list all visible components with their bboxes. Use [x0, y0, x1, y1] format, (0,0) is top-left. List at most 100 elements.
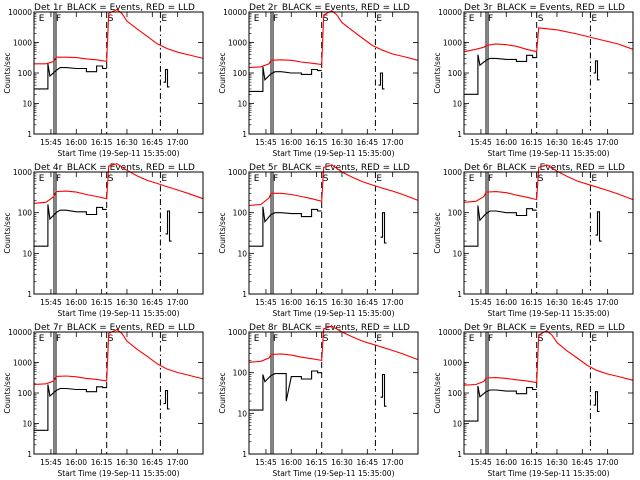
y-axis-label: Counts/sec	[433, 212, 442, 253]
x-tick-label: 16:45	[571, 298, 593, 307]
y-tick-label: 1000	[228, 168, 247, 177]
y-tick-label: 1	[457, 450, 462, 459]
y-tick-label: 10000	[8, 8, 32, 17]
event-marker-label: F	[56, 174, 61, 184]
event-marker-label: E	[161, 174, 167, 184]
y-tick-label: 1	[27, 290, 32, 299]
y-tick-label: 10	[237, 249, 247, 258]
x-tick-label: 17:00	[382, 138, 404, 147]
event-marker-label: S	[538, 334, 544, 344]
events-series-line	[34, 384, 107, 431]
y-tick-label: 1000	[13, 39, 32, 48]
x-tick-label: 16:45	[141, 458, 163, 467]
x-tick-label: 16:30	[331, 138, 353, 147]
detector-panel: Det 1r_BLACK = Events, RED = LLD Counts/s…	[3, 3, 204, 158]
y-tick-label: 100	[18, 209, 33, 218]
x-tick-label: 17:00	[167, 138, 189, 147]
event-marker-label: E	[591, 14, 597, 24]
y-tick-label: 1000	[13, 359, 32, 368]
y-tick-label: 1000	[228, 328, 247, 337]
event-marker-label: E	[376, 334, 382, 344]
y-tick-label: 1000	[228, 39, 247, 48]
x-tick-label: 16:15	[521, 138, 543, 147]
y-tick-label: 1	[242, 450, 247, 459]
event-marker-label: S	[323, 174, 329, 184]
x-tick-label: 17:00	[597, 138, 619, 147]
y-tick-label: 10000	[223, 8, 247, 17]
events-series-line	[595, 211, 602, 242]
x-tick-label: 16:30	[116, 458, 138, 467]
event-marker-label: F	[273, 334, 278, 344]
event-marker-label: E	[469, 334, 475, 344]
lld-series-line	[33, 163, 204, 204]
event-marker-label: E	[469, 174, 475, 184]
plot-frame	[248, 11, 419, 135]
detector-panel: Det 3r_BLACK = Events, RED = LLD Counts/s…	[433, 3, 634, 158]
event-marker-label: E	[376, 174, 382, 184]
x-tick-label: 16:30	[546, 298, 568, 307]
y-tick-label: 100	[18, 389, 33, 398]
y-tick-label: 1000	[13, 168, 32, 177]
panel-title: Det 9r_BLACK = Events, RED = LLD	[464, 323, 625, 333]
event-marker-label: S	[108, 14, 114, 24]
x-axis-label: Start Time (19-Sep-11 15:35:00)	[58, 309, 180, 318]
y-tick-label: 10000	[438, 8, 462, 17]
events-series-line	[34, 204, 107, 247]
detector-panel: Det 9r_BLACK = Events, RED = LLD Counts/s…	[433, 323, 634, 478]
y-tick-label: 1	[457, 290, 462, 299]
y-axis-label: Counts/sec	[218, 212, 227, 253]
plot-frame	[463, 331, 634, 455]
x-tick-label: 16:30	[116, 298, 138, 307]
events-series-line	[378, 72, 385, 90]
x-tick-label: 17:00	[167, 298, 189, 307]
y-tick-label: 1000	[443, 39, 462, 48]
x-tick-label: 15:45	[470, 298, 492, 307]
event-marker-label: F	[273, 174, 278, 184]
y-axis-label: Counts/sec	[3, 372, 12, 413]
x-tick-label: 16:15	[306, 458, 328, 467]
y-tick-label: 10	[237, 409, 247, 418]
events-series-line	[380, 212, 387, 244]
x-tick-label: 16:15	[521, 458, 543, 467]
event-marker-label: S	[108, 334, 114, 344]
event-marker-label: F	[56, 334, 61, 344]
events-series-line	[163, 390, 170, 410]
x-tick-label: 16:00	[65, 298, 87, 307]
x-axis-label: Start Time (19-Sep-11 15:35:00)	[273, 309, 395, 318]
event-marker-label: S	[538, 14, 544, 24]
x-axis-label: Start Time (19-Sep-11 15:35:00)	[273, 469, 395, 478]
x-tick-label: 15:45	[40, 458, 62, 467]
plot-frame	[248, 171, 419, 295]
y-tick-label: 10	[452, 100, 462, 109]
plot-frame	[33, 331, 204, 455]
y-tick-label: 10	[22, 420, 32, 429]
x-tick-label: 16:45	[141, 138, 163, 147]
event-marker-label: E	[161, 334, 167, 344]
y-tick-label: 100	[233, 209, 248, 218]
y-tick-label: 10000	[8, 328, 32, 337]
panel-title: Det 6r_BLACK = Events, RED = LLD	[464, 163, 625, 173]
y-tick-label: 1	[27, 130, 32, 139]
event-marker-label: E	[161, 14, 167, 24]
x-tick-label: 16:15	[521, 298, 543, 307]
y-tick-label: 100	[233, 369, 248, 378]
event-marker-label: E	[254, 174, 260, 184]
x-tick-label: 15:45	[470, 138, 492, 147]
y-tick-label: 1000	[443, 359, 462, 368]
y-tick-label: 1	[457, 130, 462, 139]
y-tick-label: 100	[448, 389, 463, 398]
lld-series-line	[248, 10, 419, 69]
plot-frame	[463, 171, 634, 295]
event-marker-label: E	[469, 14, 475, 24]
panel-title: Det 7r_BLACK = Events, RED = LLD	[34, 323, 195, 333]
event-marker-label: E	[591, 334, 597, 344]
x-tick-label: 16:15	[91, 458, 113, 467]
detector-panel: Det 2r_BLACK = Events, RED = LLD Counts/s…	[218, 3, 419, 158]
lld-series-line	[463, 164, 634, 203]
y-tick-label: 1000	[443, 168, 462, 177]
x-tick-label: 16:00	[65, 138, 87, 147]
x-tick-label: 17:00	[382, 298, 404, 307]
x-tick-label: 15:45	[255, 138, 277, 147]
detector-panel: Det 4r_BLACK = Events, RED = LLD Counts/s…	[3, 163, 204, 318]
